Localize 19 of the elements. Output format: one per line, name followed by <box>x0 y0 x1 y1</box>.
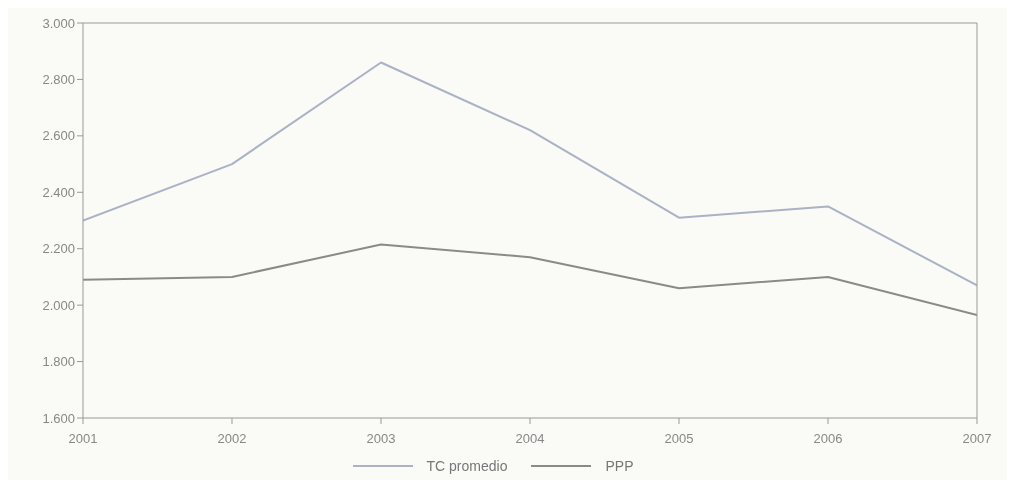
legend-label: PPP <box>605 458 634 474</box>
x-tick-label: 2007 <box>962 431 992 447</box>
x-tick-label: 2002 <box>217 431 247 447</box>
y-tick-label: 2.800 <box>42 72 75 88</box>
y-tick-label: 1.800 <box>42 354 75 370</box>
y-tick-label: 2.000 <box>42 297 75 313</box>
x-tick-label: 2001 <box>68 431 98 447</box>
y-tick-label: 2.600 <box>42 128 75 144</box>
y-tick-label: 2.200 <box>42 241 75 257</box>
line-series <box>83 61 977 287</box>
x-tick-label: 2006 <box>813 431 843 447</box>
line-series <box>83 243 977 317</box>
y-tick-label: 3.000 <box>42 15 75 31</box>
x-tick-label: 2004 <box>515 431 545 447</box>
x-tick-label: 2005 <box>664 431 694 447</box>
x-tick-label: 2003 <box>366 431 396 447</box>
legend-label: TC promedio <box>426 458 508 474</box>
y-tick-label: 1.600 <box>42 410 75 426</box>
y-tick-label: 2.400 <box>42 184 75 200</box>
